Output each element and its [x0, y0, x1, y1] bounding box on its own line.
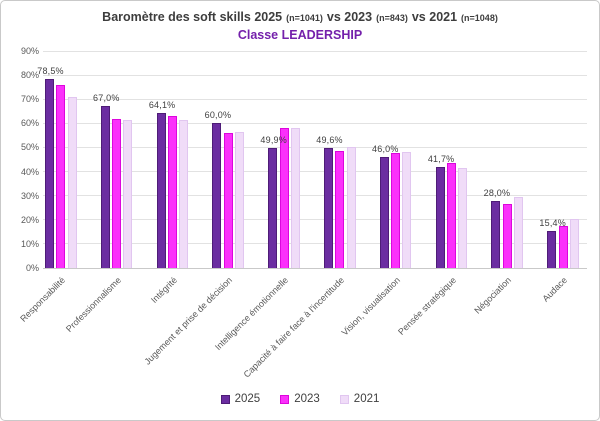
- legend-label: 2023: [294, 393, 320, 405]
- bar-2025: [324, 148, 333, 268]
- bar-value-label: 28,0%: [483, 187, 511, 198]
- grid-line: [43, 219, 587, 221]
- legend-item-2025: 2025: [220, 393, 261, 405]
- grid-line: [43, 195, 587, 197]
- legend-item-2023: 2023: [280, 393, 320, 405]
- bar-value-label: 78,5%: [37, 65, 64, 76]
- grid-line: [43, 50, 587, 52]
- bar-value-label: 41,7%: [427, 154, 455, 165]
- legend-swatch-2023: [280, 394, 290, 404]
- bar-2021: [179, 119, 189, 268]
- title-segment: vs 2021: [411, 10, 458, 24]
- bar-2021: [67, 96, 77, 268]
- bar-2025: [212, 123, 222, 268]
- legend: 2025 2023 2021: [1, 391, 599, 407]
- bar-value-label: 64,1%: [148, 100, 176, 111]
- bar-2025: [435, 167, 445, 268]
- chart-subtitle: Classe LEADERSHIP: [237, 28, 363, 42]
- bar-2023: [502, 204, 512, 268]
- bar-2021: [458, 167, 468, 268]
- bar-2025: [100, 106, 110, 268]
- y-axis-tick-label: 10%: [20, 238, 39, 249]
- legend-item-2021: 2021: [339, 393, 380, 405]
- bar-2025: [156, 113, 166, 268]
- bar-2025: [268, 147, 278, 268]
- grid-line: [43, 146, 587, 148]
- legend-label: 2021: [353, 393, 380, 405]
- y-axis-tick-label: 40%: [20, 166, 39, 177]
- bar-2021: [514, 196, 523, 268]
- bar-2023: [112, 118, 122, 268]
- bar-2023: [223, 132, 233, 268]
- bar-value-label: 67,0%: [93, 93, 120, 104]
- legend-label: 2025: [234, 393, 261, 405]
- title-segment: vs 2023: [326, 10, 373, 24]
- bar-2023: [446, 163, 456, 268]
- chart-title: Baromètre des soft skills 2025 (n=1041) vs…: [1, 10, 599, 24]
- bar-2025: [547, 230, 557, 268]
- grid-line: [43, 267, 587, 269]
- y-axis-tick-label: 20%: [20, 214, 39, 225]
- y-axis-tick-label: 50%: [20, 142, 39, 153]
- bar-2021: [290, 128, 300, 268]
- bar-2023: [558, 225, 568, 268]
- title-segment: (n=1041): [286, 13, 323, 23]
- legend-swatch-2021: [339, 394, 349, 404]
- title-segment: (n=1048): [461, 13, 498, 23]
- y-axis-tick-label: 0%: [25, 263, 39, 273]
- y-axis-tick-label: 80%: [20, 70, 39, 81]
- y-axis-tick-label: 60%: [20, 118, 39, 129]
- grid-line: [43, 243, 587, 245]
- grid-line: [43, 171, 587, 173]
- y-axis-tick-label: 90%: [20, 46, 39, 56]
- bar-2021: [123, 119, 133, 268]
- y-axis-tick-label: 30%: [20, 190, 39, 201]
- bar-2023: [56, 84, 66, 268]
- bar-2023: [167, 116, 177, 268]
- bar-2025: [491, 200, 501, 268]
- bar-2021: [569, 218, 579, 268]
- title-segment: Baromètre des soft skills 2025: [102, 10, 283, 24]
- title-segment: (n=843): [376, 13, 408, 23]
- bar-value-label: 60,0%: [204, 110, 232, 121]
- grid-line: [43, 122, 587, 124]
- bar-2021: [402, 152, 412, 268]
- bar-value-label: 46,0%: [372, 144, 399, 155]
- bar-2025: [379, 157, 389, 268]
- bar-2021: [235, 131, 244, 268]
- bar-2023: [279, 128, 289, 268]
- bar-value-label: 15,4%: [539, 217, 566, 228]
- bar-value-label: 49,6%: [316, 135, 343, 146]
- grid-line: [43, 74, 587, 76]
- bar-2023: [335, 151, 345, 268]
- bar-value-label: 49,9%: [260, 134, 287, 145]
- bar-2025: [45, 78, 54, 268]
- y-axis-tick-label: 70%: [20, 94, 39, 105]
- bar-2023: [391, 153, 401, 268]
- legend-swatch-2025: [220, 394, 230, 404]
- bar-2021: [346, 147, 356, 268]
- grid-line: [43, 98, 587, 100]
- plot-area: 78,5% 67,0% 64,1% 60,0% 49,9% 49,6% 46,0% 41,7%…: [37, 50, 587, 269]
